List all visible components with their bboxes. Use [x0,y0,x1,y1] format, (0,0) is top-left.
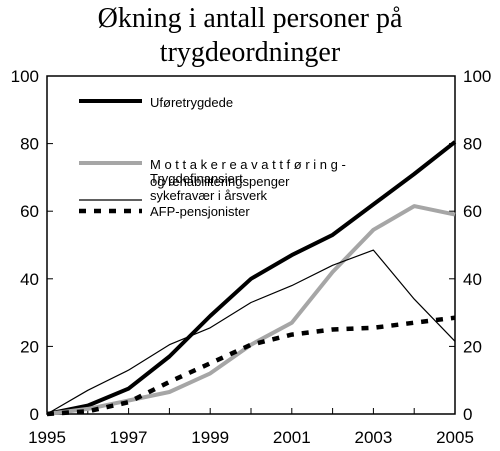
legend-label-attforing: M o t t a k e r e a v a t t f ø r i n g … [150,157,346,172]
y-tick-label-right: 20 [463,337,482,356]
legend-label-sykefravar: sykefravær i årsverk [150,188,268,203]
x-tick-label: 2001 [273,428,311,447]
legend-label-ufore: Uføretrygdede [150,95,233,110]
x-tick-label: 1995 [28,428,66,447]
x-tick-label: 2003 [354,428,392,447]
y-tick-label-left: 80 [20,135,39,154]
series-line-afp [46,315,456,417]
chart-title-line-1: Økning i antall personer på [97,3,403,34]
y-tick-label-left: 20 [20,337,39,356]
y-tick-label-right: 100 [463,67,491,86]
y-tick-label-left: 40 [20,270,39,289]
series-line-ufore [46,140,457,416]
y-tick-label-right: 0 [463,405,472,424]
legend-label-attforing: og rehabiliteringspenger [150,174,290,189]
chart-title-line-2: trygdeordninger [159,37,341,68]
x-tick-label: 1999 [191,428,229,447]
series-line-attforing [46,204,456,416]
chart-title: Økning i antall personer på trygdeordnin… [0,2,500,70]
x-tick-label: 1997 [110,428,148,447]
y-tick-label-right: 60 [463,202,482,221]
x-tick-label: 2005 [436,428,474,447]
y-tick-label-left: 0 [30,405,39,424]
plot-area-frame [46,75,456,415]
legend-label-sykefravar: Trygdefinansiert [150,171,243,186]
series-line-sykefravar [46,249,456,415]
y-tick-label-right: 80 [463,135,482,154]
y-tick-label-left: 100 [11,67,39,86]
y-tick-label-right: 40 [463,270,482,289]
legend-label-afp: AFP-pensjonister [150,204,250,219]
y-tick-label-left: 60 [20,202,39,221]
